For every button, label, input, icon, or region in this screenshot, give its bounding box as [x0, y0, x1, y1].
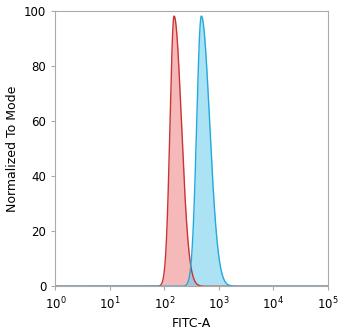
Y-axis label: Normalized To Mode: Normalized To Mode [6, 85, 19, 212]
X-axis label: FITC-A: FITC-A [172, 318, 211, 330]
